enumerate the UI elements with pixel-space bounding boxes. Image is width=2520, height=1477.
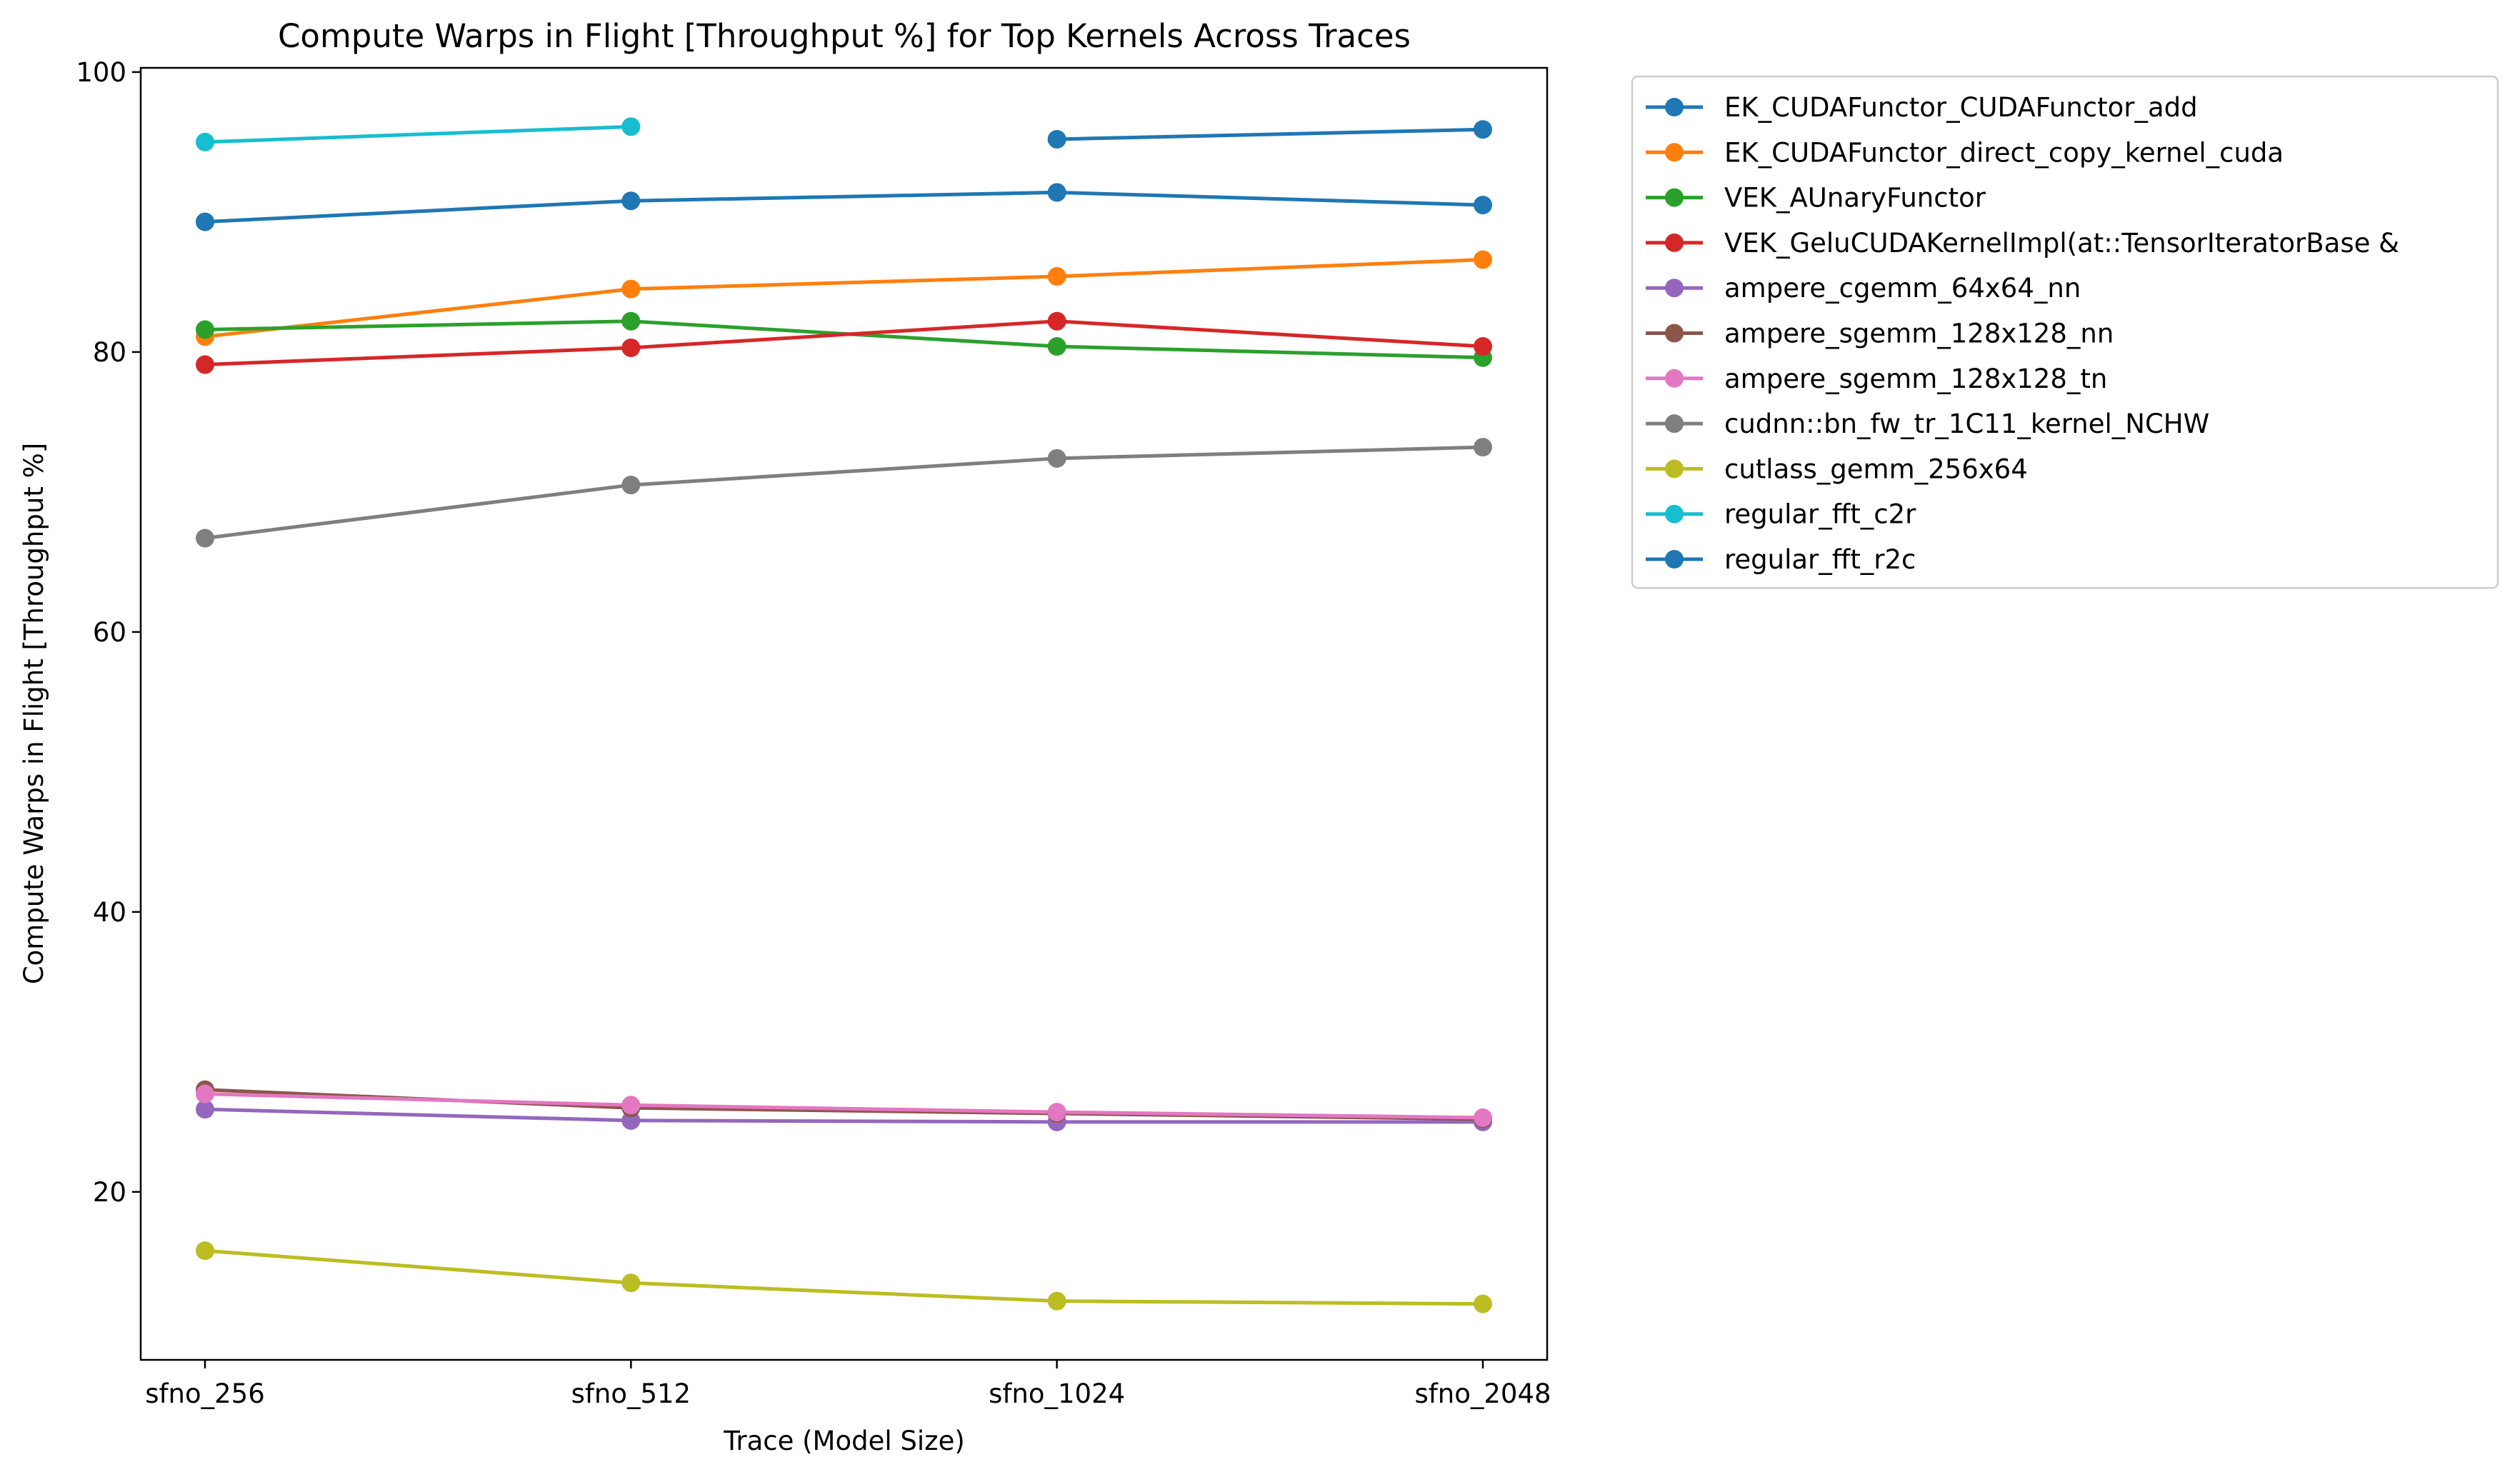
series-line [204, 445, 1484, 541]
data-point [621, 311, 641, 331]
legend-entry: regular_fft_r2c [1724, 544, 1916, 575]
data-point [196, 529, 214, 548]
series-8 [196, 1241, 1492, 1313]
series-10 [1047, 120, 1492, 149]
chart-title: Compute Warps in Flight [Throughput %] f… [278, 17, 1411, 55]
legend-swatch-marker [1665, 143, 1684, 162]
data-point [621, 476, 641, 495]
y-tick-label: 80 [93, 337, 126, 368]
legend-entry: EK_CUDAFunctor_direct_copy_kernel_cuda [1724, 137, 2284, 168]
legend-swatch-marker [1665, 98, 1684, 116]
series-6 [196, 1084, 1492, 1127]
data-point [1047, 311, 1066, 331]
legend-swatch-marker [1665, 504, 1684, 524]
series-line [204, 1092, 1484, 1120]
x-tick-label: sfno_1024 [989, 1378, 1125, 1409]
data-point [196, 355, 214, 374]
data-point [1047, 183, 1066, 202]
legend-entry: ampere_cgemm_64x64_nn [1724, 273, 2081, 304]
y-tick-label: 100 [76, 57, 126, 88]
data-point [621, 1273, 641, 1293]
series-9 [196, 117, 641, 151]
data-point [1474, 120, 1492, 139]
legend-entry: ampere_sgemm_128x128_nn [1724, 319, 2114, 349]
data-point [1474, 196, 1492, 215]
data-point [621, 338, 641, 357]
data-point [1047, 1103, 1066, 1122]
legend-swatch-marker [1665, 414, 1684, 434]
series-line [204, 319, 1484, 360]
plot-area: 20 40 60 80 100 sfno_256 sfno_512 sfno_1024 sfno… [76, 57, 1551, 1409]
legend-entry: EK_CUDAFunctor_CUDAFunctor_add [1724, 92, 2198, 123]
data-point [196, 1100, 214, 1119]
data-point [1047, 129, 1066, 149]
x-tick-label: sfno_512 [571, 1378, 691, 1409]
plot-frame [139, 66, 1549, 1361]
y-tick-label: 60 [93, 617, 126, 648]
legend-entry: cudnn::bn_fw_tr_1C11_kernel_NCHW [1724, 409, 2209, 439]
legend-swatch-marker [1665, 188, 1684, 207]
y-tick-label: 40 [93, 897, 126, 928]
legend-swatch-marker [1665, 279, 1684, 298]
legend-entry: VEK_GeluCUDAKernelImpl(at::TensorIterato… [1724, 228, 2399, 259]
series-line [204, 1107, 1483, 1124]
y-tick-label: 20 [93, 1177, 126, 1208]
x-tick-label: sfno_2048 [1414, 1378, 1551, 1409]
legend-swatch-marker [1665, 369, 1684, 388]
legend-entry: regular_fft_c2r [1724, 499, 1916, 530]
legend-swatch-marker [1665, 324, 1684, 343]
series-line [204, 319, 1484, 366]
data-point [1047, 1291, 1066, 1311]
series-line [204, 258, 1484, 339]
data-point [196, 132, 214, 151]
data-point [1474, 337, 1492, 356]
series-0 [196, 183, 1492, 231]
y-axis-label: Compute Warps in Flight [Throughput %] [19, 443, 49, 984]
series-line [204, 190, 1484, 224]
data-point [621, 117, 641, 136]
legend-swatch-marker [1665, 459, 1684, 479]
legend-entry: ampere_sgemm_128x128_tn [1724, 364, 2107, 394]
data-point [196, 1241, 214, 1261]
data-point [196, 212, 214, 231]
data-point [1047, 449, 1066, 468]
legend: EK_CUDAFunctor_CUDAFunctor_add EK_CUDAFun… [1631, 75, 2499, 589]
series-line [1056, 127, 1484, 141]
legend-entry: cutlass_gemm_256x64 [1724, 454, 2028, 484]
x-tick-label: sfno_256 [145, 1378, 265, 1409]
data-point [1047, 337, 1066, 356]
legend-frame [1631, 75, 2499, 589]
data-point [621, 1096, 641, 1115]
x-axis-label: Trace (Model Size) [723, 1426, 965, 1456]
series-line [204, 1248, 1484, 1306]
data-point [621, 191, 641, 211]
data-point [1474, 1294, 1492, 1313]
data-point [1047, 267, 1066, 286]
data-point [1474, 250, 1492, 269]
data-point [1474, 1108, 1492, 1127]
legend-entry: VEK_AUnaryFunctor [1724, 183, 1986, 214]
series-line [204, 124, 631, 144]
series-3 [196, 311, 1492, 374]
legend-swatch-marker [1665, 550, 1684, 569]
data-point [621, 279, 641, 299]
data-point [1474, 438, 1492, 457]
series-7 [196, 438, 1492, 548]
data-point [196, 1084, 214, 1103]
legend-swatch-marker [1665, 233, 1684, 252]
series-1 [196, 250, 1492, 346]
data-point [196, 320, 214, 339]
